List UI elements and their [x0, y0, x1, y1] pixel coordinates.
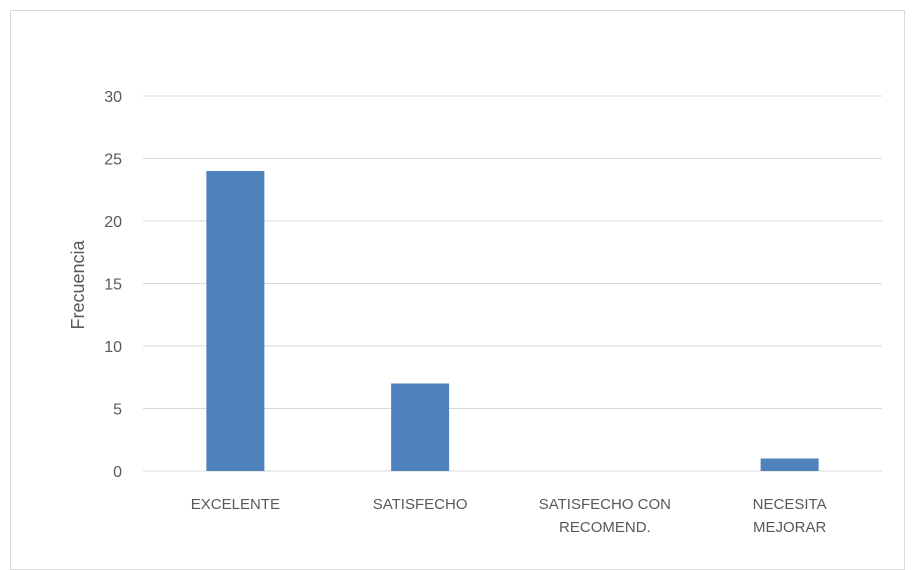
y-tick-label: 0 [113, 464, 122, 481]
bar [760, 458, 819, 471]
x-category-label-line: SATISFECHO CON [539, 496, 671, 513]
y-tick-label: 30 [104, 89, 122, 106]
x-category-label: SATISFECHO CON RECOMEND. [539, 496, 671, 536]
bars [206, 171, 819, 471]
y-tick-label: 20 [104, 214, 122, 231]
chart-area [10, 10, 905, 570]
bar-chart: 0 5 10 15 20 25 30 EXCELENTE SATISFECHO SATISFEC… [68, 89, 882, 536]
x-category-label-line: RECOMEND. [559, 519, 651, 536]
y-axis-ticks: 0 5 10 15 20 25 30 [104, 89, 122, 481]
y-tick-label: 25 [104, 152, 122, 169]
bar [206, 171, 265, 471]
y-tick-label: 5 [113, 402, 122, 419]
bar [391, 383, 450, 471]
x-category-label-line: NECESITA [753, 496, 827, 513]
y-tick-label: 15 [104, 277, 122, 294]
x-axis-categories: EXCELENTE SATISFECHO SATISFECHO CON RECOMEN… [191, 496, 827, 536]
x-category-label-line: EXCELENTE [191, 496, 280, 513]
x-category-label: EXCELENTE [191, 496, 280, 513]
x-category-label: NECESITA MEJORAR [753, 496, 827, 536]
gridlines [143, 95, 882, 472]
y-axis-title: Frecuencia [68, 239, 88, 329]
x-category-label-line: MEJORAR [753, 519, 827, 536]
y-tick-label: 10 [104, 339, 122, 356]
x-category-label: SATISFECHO [373, 496, 468, 513]
x-category-label-line: SATISFECHO [373, 496, 468, 513]
